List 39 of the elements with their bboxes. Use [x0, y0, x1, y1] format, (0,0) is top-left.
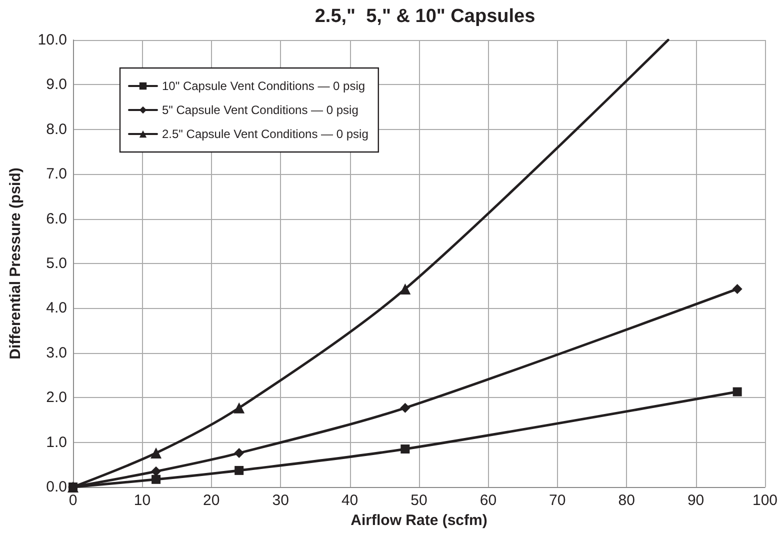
y-tick-label: 9.0 [46, 76, 67, 94]
y-tick-label: 7.0 [46, 166, 67, 183]
y-tick-label: 4.0 [46, 300, 67, 317]
point [152, 474, 161, 484]
y-axis-title: Differential Pressure (psid) [7, 168, 24, 360]
point [150, 448, 162, 459]
point [400, 444, 410, 454]
point [234, 448, 244, 458]
point [234, 466, 244, 475]
x-tick-label: 100 [752, 492, 778, 509]
x-axis-title: Airflow Rate (scfm) [350, 512, 488, 529]
legend-label: 10" Capsule Vent Conditions — 0 psig [162, 79, 366, 93]
x-tick-label: 0 [68, 492, 78, 509]
legend-label: 5" Capsule Vent Conditions — 0 psig [162, 103, 358, 117]
x-tick-label: 10 [134, 492, 151, 509]
point [234, 402, 245, 414]
y-tick-label: 6.0 [46, 210, 67, 228]
x-tick-label: 80 [618, 492, 635, 509]
x-tick-label: 20 [203, 492, 220, 509]
point [400, 402, 410, 413]
x-tick-label: 90 [687, 492, 704, 509]
y-tick-label: 5.0 [46, 255, 67, 272]
x-tick-label: 50 [410, 492, 428, 509]
x-tick-label: 30 [272, 492, 289, 509]
legend-label: 2.5" Capsule Vent Conditions — 0 psig [162, 127, 368, 141]
y-tick-label: 1.0 [46, 434, 67, 451]
y-tick-label: 0.0 [46, 478, 67, 496]
chart-title: 2.5," 5," & 10" Capsules [314, 6, 536, 27]
point [400, 283, 411, 294]
y-tick-label: 3.0 [46, 344, 67, 362]
y-tick-label: 10.0 [38, 32, 67, 48]
point [732, 284, 742, 294]
point [151, 466, 162, 476]
y-tick-label: 2.0 [46, 389, 67, 406]
x-tick-label: 40 [341, 492, 358, 509]
y-tick-label: 8.0 [46, 120, 67, 138]
x-tick-label: 60 [480, 492, 497, 509]
point [732, 387, 742, 396]
x-tick-label: 70 [549, 492, 566, 509]
